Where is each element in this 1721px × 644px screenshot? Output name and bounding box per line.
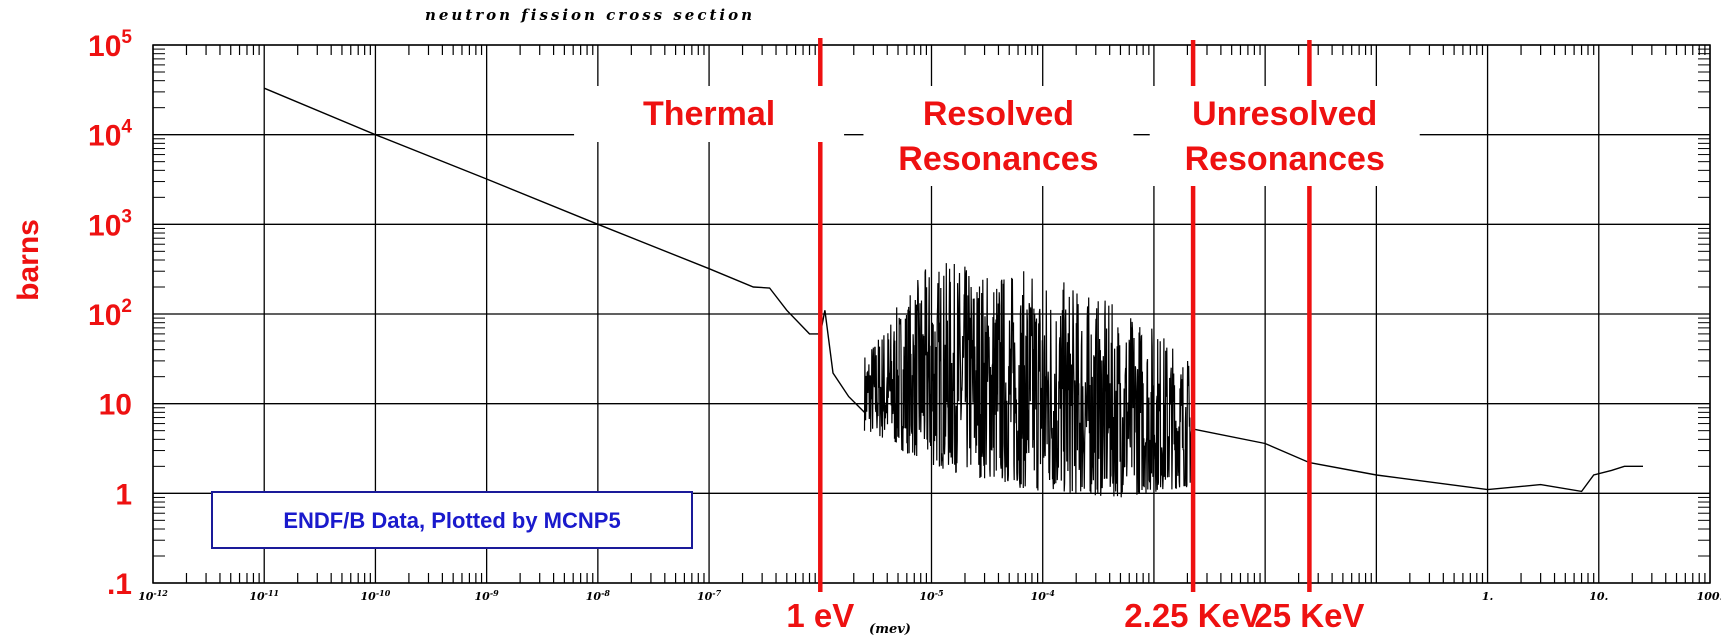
x-tick-label: 10-9 <box>475 588 500 603</box>
x-tick-label: 10. <box>1589 590 1608 603</box>
x-tick-labels: 10-12 10-11 10-10 10-9 10-8 10-7 10-5 10-4 1. 10.… <box>138 588 1721 603</box>
curve-thermal <box>263 87 865 413</box>
region-labels: Thermal Resolved Resonances Unresolved Reson… <box>574 86 1420 186</box>
x-axis-label: (mev) <box>869 622 911 637</box>
y-tick-label: 1 <box>115 478 132 511</box>
x-tick-label: 10-4 <box>1031 588 1056 603</box>
region-label: Resonances <box>1185 140 1385 178</box>
region-label: Thermal <box>643 95 775 133</box>
plot-frame <box>152 44 1711 584</box>
x-tick-label: 10-5 <box>919 588 944 603</box>
marker-label: 25 KeV <box>1254 597 1364 634</box>
chart-title: neutron fission cross section <box>425 6 755 24</box>
region-label-bg <box>1149 86 1420 186</box>
curve-resonances <box>863 263 1194 498</box>
region-label: Resonances <box>898 140 1098 178</box>
x-tick-label: 10-7 <box>697 588 722 603</box>
region-label-bg <box>863 86 1134 186</box>
region-label: Unresolved <box>1192 95 1377 133</box>
y-axis-label: barns <box>12 219 45 301</box>
y-tick-label: 102 <box>88 296 132 332</box>
cross-section-curve <box>263 87 1643 498</box>
y-tick-label: 105 <box>88 27 132 63</box>
x-tick-label: 1. <box>1482 590 1494 603</box>
curve-unresolved <box>1192 428 1643 493</box>
y-tick-label: .1 <box>107 568 132 601</box>
region-label-bg <box>574 86 845 142</box>
marker-label: 2.25 KeV <box>1124 597 1262 634</box>
marker-label: 1 eV <box>786 597 854 634</box>
y-tick-label: 104 <box>88 117 132 153</box>
source-box: ENDF/B Data, Plotted by MCNP5 <box>211 491 693 549</box>
x-tick-label: 10-8 <box>586 588 611 603</box>
y-tick-label: 103 <box>88 206 132 242</box>
x-tick-label: 10-10 <box>361 588 391 603</box>
source-box-text: ENDF/B Data, Plotted by MCNP5 <box>283 508 620 533</box>
y-tick-label: 10 <box>99 389 132 422</box>
x-tick-label: 10-11 <box>249 588 279 603</box>
x-tick-label: 100. <box>1697 590 1721 603</box>
x-tick-label: 10-12 <box>138 588 168 603</box>
region-label: Resolved <box>923 95 1074 133</box>
plot-border <box>152 44 1711 584</box>
